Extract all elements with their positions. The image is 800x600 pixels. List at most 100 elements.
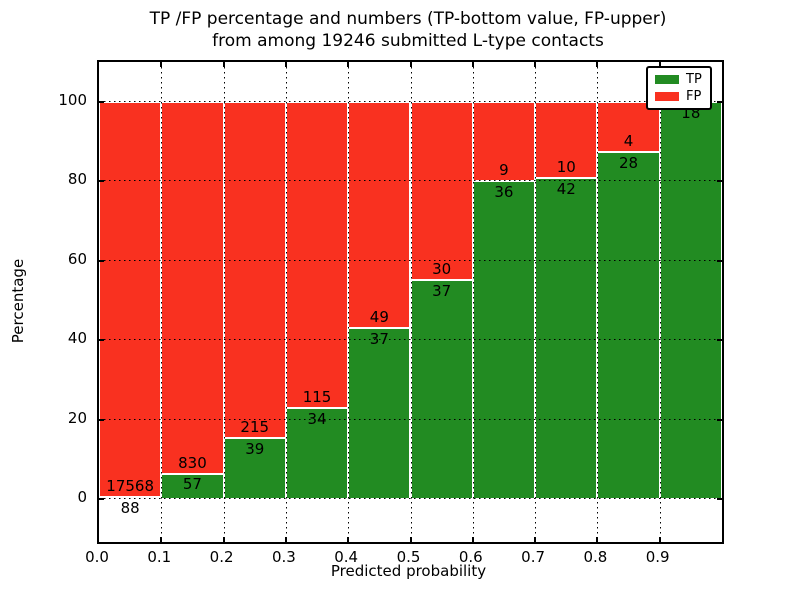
x-tick-label: 0.2 [209, 548, 234, 566]
x-tick-mark [534, 537, 537, 542]
bar-segment-tp [285, 408, 349, 499]
bar-segment-fp [285, 102, 349, 409]
x-tick-mark [658, 537, 661, 542]
bar-segment-fp [535, 102, 598, 179]
x-tick-label: 0.5 [396, 548, 421, 566]
x-tick-label: 0.6 [458, 548, 483, 566]
chart-title-line1: TP /FP percentage and numbers (TP-bottom… [149, 9, 667, 29]
x-tick-mark [596, 537, 599, 542]
y-tick-mark [99, 101, 104, 103]
legend-swatch-tp [655, 75, 679, 84]
y-tick-label: 20 [67, 408, 87, 427]
y-tick-label: 60 [67, 249, 87, 268]
x-tick-mark [160, 537, 163, 542]
chart-title-line2: from among 19246 submitted L-type contac… [212, 31, 604, 51]
legend-label: TP [686, 72, 702, 87]
chart-title: TP /FP percentage and numbers (TP-bottom… [0, 8, 800, 52]
x-tick-label: 0.9 [645, 548, 670, 566]
y-tick-mark [99, 498, 104, 500]
y-tick-mark [717, 418, 722, 421]
gridline-x [472, 62, 474, 542]
bar-segment-tp [597, 151, 660, 499]
x-tick-mark [658, 62, 661, 67]
bar-segment-tp [659, 102, 722, 499]
gridline-x [223, 62, 225, 542]
bar-segment-fp [348, 102, 411, 329]
y-tick-label: 100 [58, 91, 87, 109]
legend-item: TP [648, 73, 710, 86]
bar-segment-tp [348, 328, 411, 499]
gridline-x [597, 62, 599, 542]
gridline-x [348, 62, 350, 542]
bar-segment-fp [410, 102, 473, 280]
bar-label-tp: 34 [307, 410, 327, 429]
bar-label-fp: 10 [556, 158, 576, 177]
x-tick-mark [284, 537, 287, 542]
bar-label-tp: 57 [182, 475, 202, 494]
bar-segment-fp [223, 102, 286, 439]
x-tick-mark [409, 537, 412, 542]
bar-label-fp: 17568 [106, 477, 154, 496]
gridline-x [285, 62, 287, 542]
x-tick-label: 0.0 [85, 548, 109, 566]
bar-label-tp: 42 [556, 180, 576, 199]
gridline-x [659, 62, 661, 542]
x-tick-mark [222, 537, 225, 542]
bar-segment-tp [535, 178, 598, 499]
bar-label-tp: 39 [245, 440, 265, 459]
bar-segment-tp [410, 279, 473, 499]
legend-label: FP [686, 89, 702, 104]
bar-label-fp: 115 [302, 388, 332, 407]
x-tick-mark [347, 62, 350, 67]
x-tick-label: 0.4 [334, 548, 359, 566]
x-tick-mark [409, 62, 412, 67]
y-tick-mark [717, 498, 722, 500]
x-tick-mark [284, 62, 287, 67]
bar-label-fp: 30 [432, 259, 452, 278]
bar-label-tp: 37 [432, 281, 452, 300]
y-axis-label: Percentage [9, 258, 27, 344]
bar-label-fp: 9 [499, 161, 509, 180]
gridline-x [410, 62, 412, 542]
bar-label-fp: 830 [178, 453, 207, 472]
bar-segment-tp [223, 438, 286, 499]
y-tick-label: 0 [77, 488, 87, 506]
x-tick-mark [596, 62, 599, 67]
bar-label-tp: 88 [120, 499, 140, 518]
y-tick-mark [717, 259, 722, 262]
x-tick-mark [160, 62, 163, 67]
x-tick-label: 0.1 [147, 548, 172, 566]
bar-label-tp: 37 [369, 330, 389, 349]
legend-item: FP [648, 90, 710, 103]
bar-label-tp: 28 [618, 153, 639, 172]
bar-segment-fp [99, 102, 162, 498]
y-tick-mark [99, 259, 104, 262]
y-tick-mark [99, 180, 104, 183]
y-tick-label: 80 [67, 170, 87, 189]
x-tick-label: 0.8 [583, 548, 608, 566]
bar-segment-tp [472, 181, 536, 499]
y-tick-mark [99, 339, 104, 342]
plot-area: 17568 88 830 57 215 39 115 34 49 37 30 37 9 36 10 42 4 28… [97, 60, 724, 544]
y-tick-mark [717, 180, 722, 183]
x-tick-label: 0.7 [521, 548, 546, 566]
bar-label-fp: 4 [623, 131, 634, 150]
gridline-x [535, 62, 537, 542]
x-tick-mark [222, 62, 225, 67]
x-tick-mark [471, 62, 474, 67]
legend-swatch-fp [655, 92, 679, 101]
y-tick-mark [99, 418, 104, 421]
y-tick-mark [717, 339, 722, 342]
x-tick-mark [347, 537, 350, 542]
y-tick-label: 40 [67, 329, 87, 348]
bar-segment-fp [597, 102, 660, 152]
x-tick-mark [471, 537, 474, 542]
x-tick-label: 0.3 [271, 548, 296, 566]
bar-label-fp: 215 [240, 418, 270, 437]
y-tick-mark [717, 101, 722, 103]
bar-label-tp: 36 [494, 183, 514, 202]
x-axis-label: Predicted probability [330, 562, 487, 580]
bar-label-fp: 49 [369, 308, 389, 327]
legend: TP FP [646, 66, 712, 110]
